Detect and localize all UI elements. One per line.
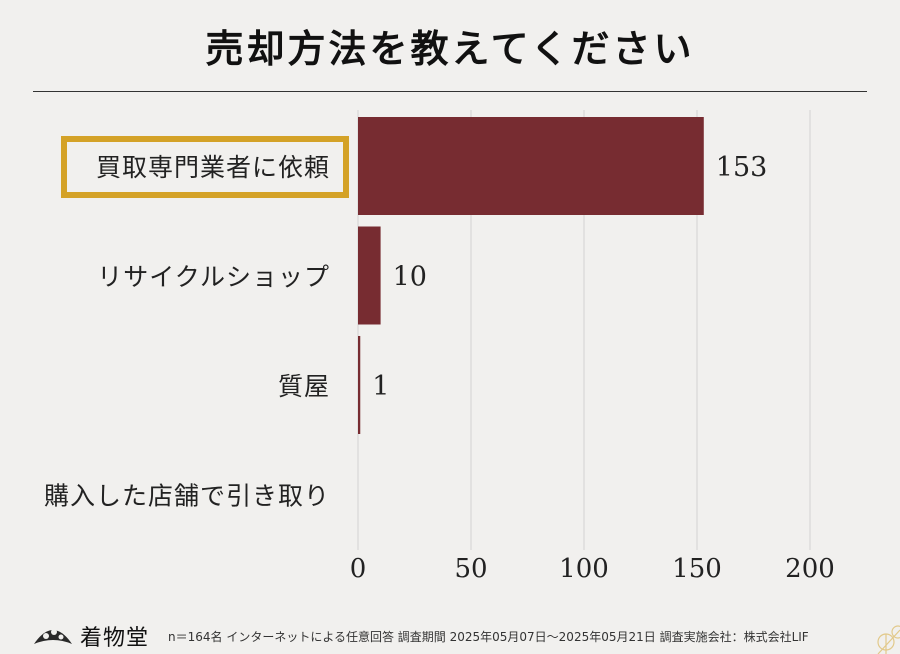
data-label: 153 bbox=[716, 152, 768, 183]
brand-name: 着物堂 bbox=[80, 626, 150, 651]
x-tick-label: 0 bbox=[350, 554, 367, 584]
flower-pattern-icon bbox=[877, 625, 900, 654]
x-tick-label: 100 bbox=[559, 554, 609, 584]
x-tick-label: 50 bbox=[454, 554, 487, 584]
x-tick-label: 200 bbox=[785, 554, 835, 584]
chart-title: 売却方法を教えてください bbox=[205, 26, 695, 71]
category-label: 買取専門業者に依頼 bbox=[96, 153, 330, 182]
bar bbox=[358, 336, 361, 434]
fan-logo-icon bbox=[34, 629, 72, 644]
title-divider bbox=[33, 91, 867, 92]
footer: 着物堂 n＝164名 インターネットによる任意回答 調査期間 2025年05月0… bbox=[0, 618, 900, 654]
bar-chart: 0 50 100 150 200 買取専門業者に依頼 153 リサイクルショップ 10 質屋 1 購入… bbox=[44, 110, 835, 584]
category-label: 質屋 bbox=[278, 372, 330, 401]
highlight-box bbox=[61, 136, 349, 198]
survey-note: n＝164名 インターネットによる任意回答 調査期間 2025年05月07日～2… bbox=[168, 630, 809, 644]
bar bbox=[358, 117, 704, 215]
category-label: リサイクルショップ bbox=[97, 263, 330, 292]
x-tick-label: 150 bbox=[672, 554, 722, 584]
category-label: 購入した店舗で引き取り bbox=[44, 482, 330, 511]
data-label: 10 bbox=[393, 262, 427, 293]
bar bbox=[358, 226, 381, 325]
data-label: 1 bbox=[372, 371, 389, 402]
